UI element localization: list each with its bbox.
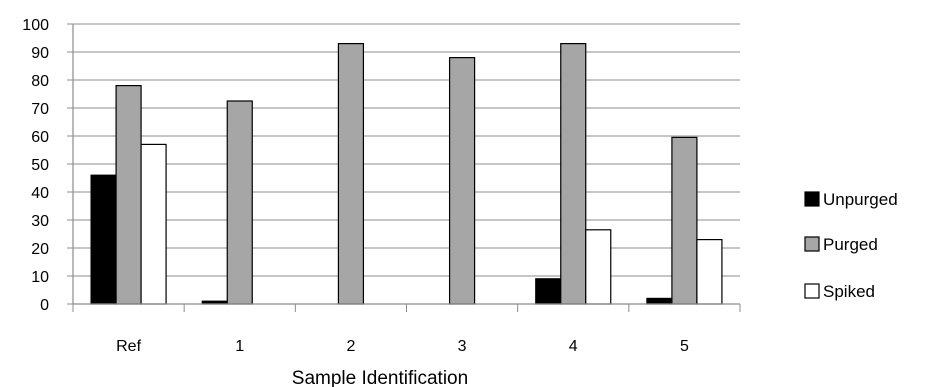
bar-purged-2 (337, 42, 365, 305)
x-tick-label: 4 (569, 338, 578, 355)
x-tick-label: 5 (680, 338, 689, 355)
bar-spiked-4 (585, 229, 612, 305)
legend-label: Unpurged (823, 190, 898, 209)
y-tick-label: 20 (31, 241, 49, 258)
y-tick-label: 10 (31, 269, 49, 286)
gridlines (73, 23, 740, 277)
legend-label: Purged (823, 235, 878, 254)
legend: Unpurged Purged Spiked (804, 190, 898, 301)
bar-unpurged-ref (90, 174, 117, 305)
legend-swatch-spiked (804, 283, 820, 299)
bar-unpurged-5 (646, 297, 673, 305)
y-tick-label: 100 (22, 17, 49, 34)
y-tick-labels: 0 10 20 30 40 50 60 70 80 90 100 (22, 17, 49, 314)
x-tick-label: 3 (458, 338, 467, 355)
y-tick-label: 50 (31, 157, 49, 174)
bar-spiked-5 (696, 239, 723, 305)
y-tick-label: 90 (31, 45, 49, 62)
bars (90, 42, 723, 305)
bar-purged-ref (115, 84, 142, 305)
bar-purged-5 (671, 136, 698, 305)
bar-purged-4 (560, 42, 587, 305)
bar-unpurged-4 (535, 278, 562, 305)
x-tick-label: Ref (116, 338, 141, 355)
bar-spiked-ref (140, 143, 167, 305)
legend-entry-unpurged: Unpurged (804, 190, 898, 209)
x-tick-label: 1 (235, 338, 244, 355)
x-axis-title: Sample Identification (292, 368, 468, 387)
x-tick-labels: Ref 1 2 3 4 5 (116, 338, 689, 355)
legend-entry-spiked: Spiked (804, 282, 875, 301)
legend-swatch-purged (804, 236, 820, 252)
y-tick-label: 70 (31, 101, 49, 118)
axes (67, 23, 741, 312)
y-tick-label: 0 (40, 297, 49, 314)
legend-entry-purged: Purged (804, 235, 878, 254)
x-tick-label: 2 (346, 338, 355, 355)
y-tick-label: 40 (31, 185, 49, 202)
legend-swatch-unpurged (804, 191, 820, 207)
bar-purged-1 (226, 100, 253, 305)
legend-label: Spiked (823, 282, 875, 301)
bar-purged-3 (448, 56, 476, 305)
y-tick-label: 60 (31, 129, 49, 146)
y-tick-label: 80 (31, 73, 49, 90)
y-tick-label: 30 (31, 213, 49, 230)
